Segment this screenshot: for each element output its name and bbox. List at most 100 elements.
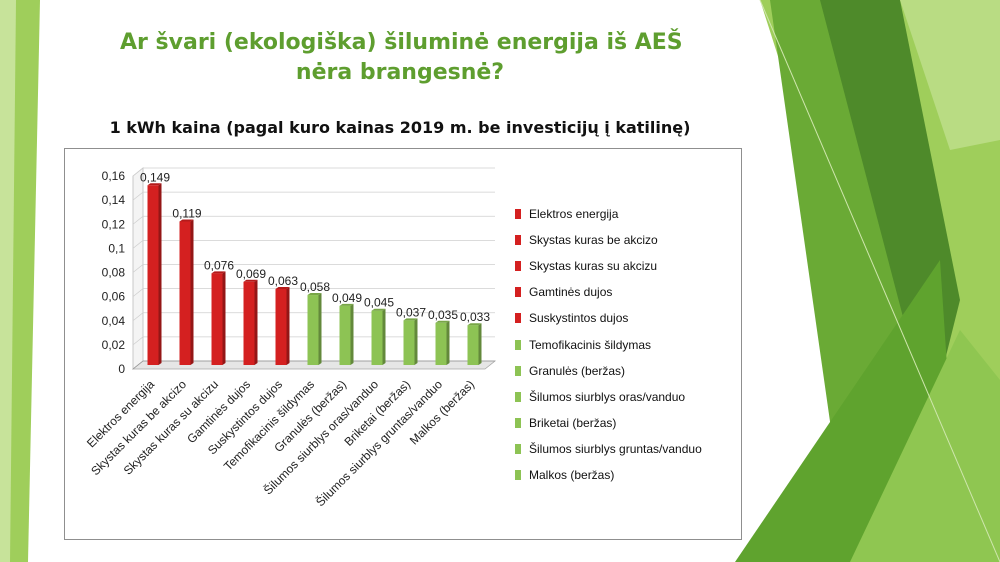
gridline <box>132 191 495 201</box>
legend-label: Šilumos siurblys oras/vanduo <box>529 389 686 404</box>
bar <box>275 287 290 365</box>
gridline <box>132 215 495 225</box>
bar-front <box>339 305 351 365</box>
bar-top <box>403 318 418 321</box>
legend-label: Šilumos siurblys gruntas/vanduo <box>529 441 702 456</box>
bar-front <box>275 289 287 365</box>
bar <box>435 320 450 365</box>
legend-label: Skystas kuras su akcizu <box>529 259 658 274</box>
right-decoration <box>735 0 1000 562</box>
bar-front <box>243 281 255 365</box>
bar <box>403 318 418 365</box>
gridline <box>132 264 495 273</box>
legend-label: Elektros energija <box>529 207 619 222</box>
legend-swatch <box>515 261 521 272</box>
bar-side <box>446 320 450 365</box>
legend-swatch <box>515 365 521 376</box>
chart-frame: 0 0,02 0,04 0,06 0,08 0,1 0,12 0,14 0,16 0,149 Ele… <box>64 148 742 540</box>
bar-front <box>403 320 415 365</box>
y-tick-label: 0,1 <box>108 241 125 255</box>
data-label: 0,149 <box>140 170 170 184</box>
legend-swatch <box>515 469 521 480</box>
bar-top <box>275 287 290 290</box>
y-tick-label: 0,08 <box>102 266 126 280</box>
data-label: 0,063 <box>268 274 298 288</box>
legend-swatch <box>515 313 521 324</box>
y-tick-label: 0,16 <box>102 169 126 183</box>
gridline <box>132 288 495 297</box>
bar-side <box>158 183 162 365</box>
y-tick-label: 0,04 <box>102 314 126 328</box>
bar-top <box>435 320 450 323</box>
bar-top <box>467 323 482 326</box>
legend-swatch <box>515 235 521 246</box>
bar-side <box>350 303 354 365</box>
legend-item: Elektros energija <box>515 201 735 227</box>
bar-chart: 00,020,040,060,080,10,120,140,16 0,149Ele… <box>84 167 497 509</box>
gridline <box>132 239 495 249</box>
bar-side <box>254 279 258 365</box>
data-label: 0,037 <box>396 305 426 319</box>
data-label: 0,076 <box>204 258 234 272</box>
bar-top <box>179 219 194 222</box>
y-tick-label: 0,02 <box>102 338 126 352</box>
legend-item: Briketai (beržas) <box>515 410 735 436</box>
bar-top <box>371 308 386 311</box>
slide-title: Ar švari (ekologiška) šiluminė energija … <box>120 28 683 88</box>
gridline <box>132 167 495 177</box>
bar-side <box>478 323 482 365</box>
bar-top <box>147 183 162 186</box>
slide-title-line-2: nėra brangesnė? <box>295 60 505 85</box>
bar-top <box>211 271 226 274</box>
bar-side <box>286 287 290 365</box>
chart-title: 1 kWh kaina (pagal kuro kainas 2019 m. b… <box>109 118 691 137</box>
legend-swatch <box>515 287 521 298</box>
chart-legend: Elektros energija Skystas kuras be akcizo… <box>515 201 735 488</box>
bar-side <box>222 271 226 365</box>
legend-label: Suskystintos dujos <box>529 311 629 326</box>
legend-item: Skystas kuras be akcizo <box>515 227 735 253</box>
bar-front <box>147 185 159 365</box>
legend-item: Skystas kuras su akcizu <box>515 253 735 279</box>
data-label: 0,119 <box>172 206 201 220</box>
legend-item: Granulės (beržas) <box>515 358 735 384</box>
legend-item: Šilumos siurblys gruntas/vanduo <box>515 436 735 462</box>
data-label: 0,033 <box>460 310 490 324</box>
bar <box>211 271 226 365</box>
y-tick-label: 0,14 <box>102 193 126 207</box>
bar-side <box>382 308 386 365</box>
data-label: 0,049 <box>332 291 362 305</box>
slide-title-line-1: Ar švari (ekologiška) šiluminė energija … <box>120 30 683 55</box>
legend-swatch <box>515 209 521 220</box>
legend-label: Malkos (beržas) <box>529 467 615 482</box>
bar <box>243 279 258 365</box>
left-decoration <box>0 0 40 562</box>
bar <box>371 308 386 365</box>
legend-swatch <box>515 339 521 350</box>
legend-swatch <box>515 391 521 402</box>
bar-front <box>179 221 191 365</box>
legend-swatch <box>515 443 521 454</box>
data-label: 0,035 <box>428 308 458 322</box>
bar-front <box>211 273 223 365</box>
y-tick-label: 0 <box>118 362 125 376</box>
bar-side <box>414 318 418 365</box>
y-tick-label: 0,12 <box>102 217 126 231</box>
bar-top <box>243 279 258 282</box>
legend-label: Skystas kuras be akcizo <box>529 233 658 248</box>
data-label: 0,069 <box>236 267 266 281</box>
legend-label: Temofikacinis šildymas <box>529 337 652 352</box>
y-tick-label: 0,06 <box>102 290 126 304</box>
bar <box>467 323 482 365</box>
bar-top <box>307 293 322 296</box>
bar <box>179 219 194 365</box>
data-label: 0,058 <box>300 280 330 294</box>
bar <box>307 293 322 365</box>
legend-item: Gamtinės dujos <box>515 279 735 305</box>
bar-side <box>190 219 194 365</box>
bar-front <box>467 325 479 365</box>
legend-swatch <box>515 417 521 428</box>
legend-label: Granulės (beržas) <box>529 363 626 378</box>
legend-item: Šilumos siurblys oras/vanduo <box>515 384 735 410</box>
legend-label: Briketai (beržas) <box>529 415 617 430</box>
